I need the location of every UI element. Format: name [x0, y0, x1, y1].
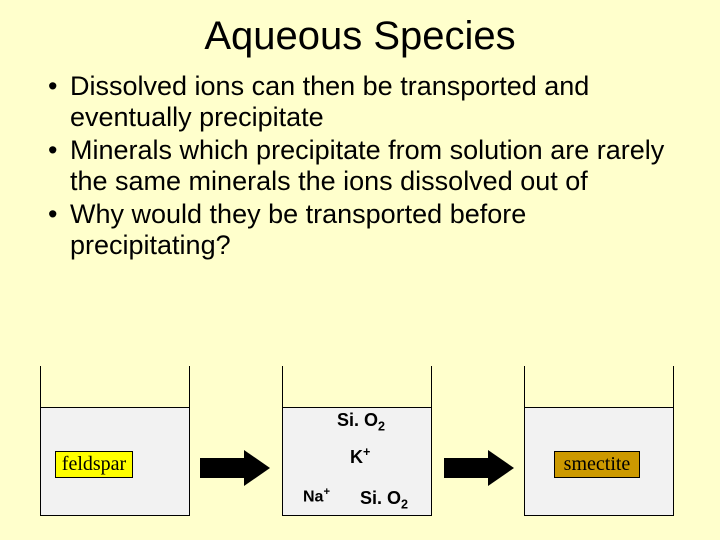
diagram-area: feldspar smectite Si. O2 K+ Na+ Si. O2 — [0, 350, 720, 540]
ion-na-label: Na+ — [303, 486, 330, 506]
beaker-left — [40, 366, 190, 516]
ion-sio2-label: Si. O2 — [337, 410, 385, 434]
smectite-box: smectite — [554, 451, 640, 478]
ion-sio2-label: Si. O2 — [360, 488, 408, 512]
feldspar-box: feldspar — [55, 451, 133, 478]
beaker-right — [524, 366, 674, 516]
bullet-item: Dissolved ions can then be transported a… — [48, 71, 690, 133]
bullet-item: Why would they be transported before pre… — [48, 199, 690, 261]
arrow-icon — [200, 450, 270, 486]
arrow-icon — [444, 450, 514, 486]
bullet-item: Minerals which precipitate from solution… — [48, 135, 690, 197]
slide-title: Aqueous Species — [0, 0, 720, 67]
ion-k-label: K+ — [350, 445, 370, 468]
bullet-list: Dissolved ions can then be transported a… — [0, 67, 720, 261]
